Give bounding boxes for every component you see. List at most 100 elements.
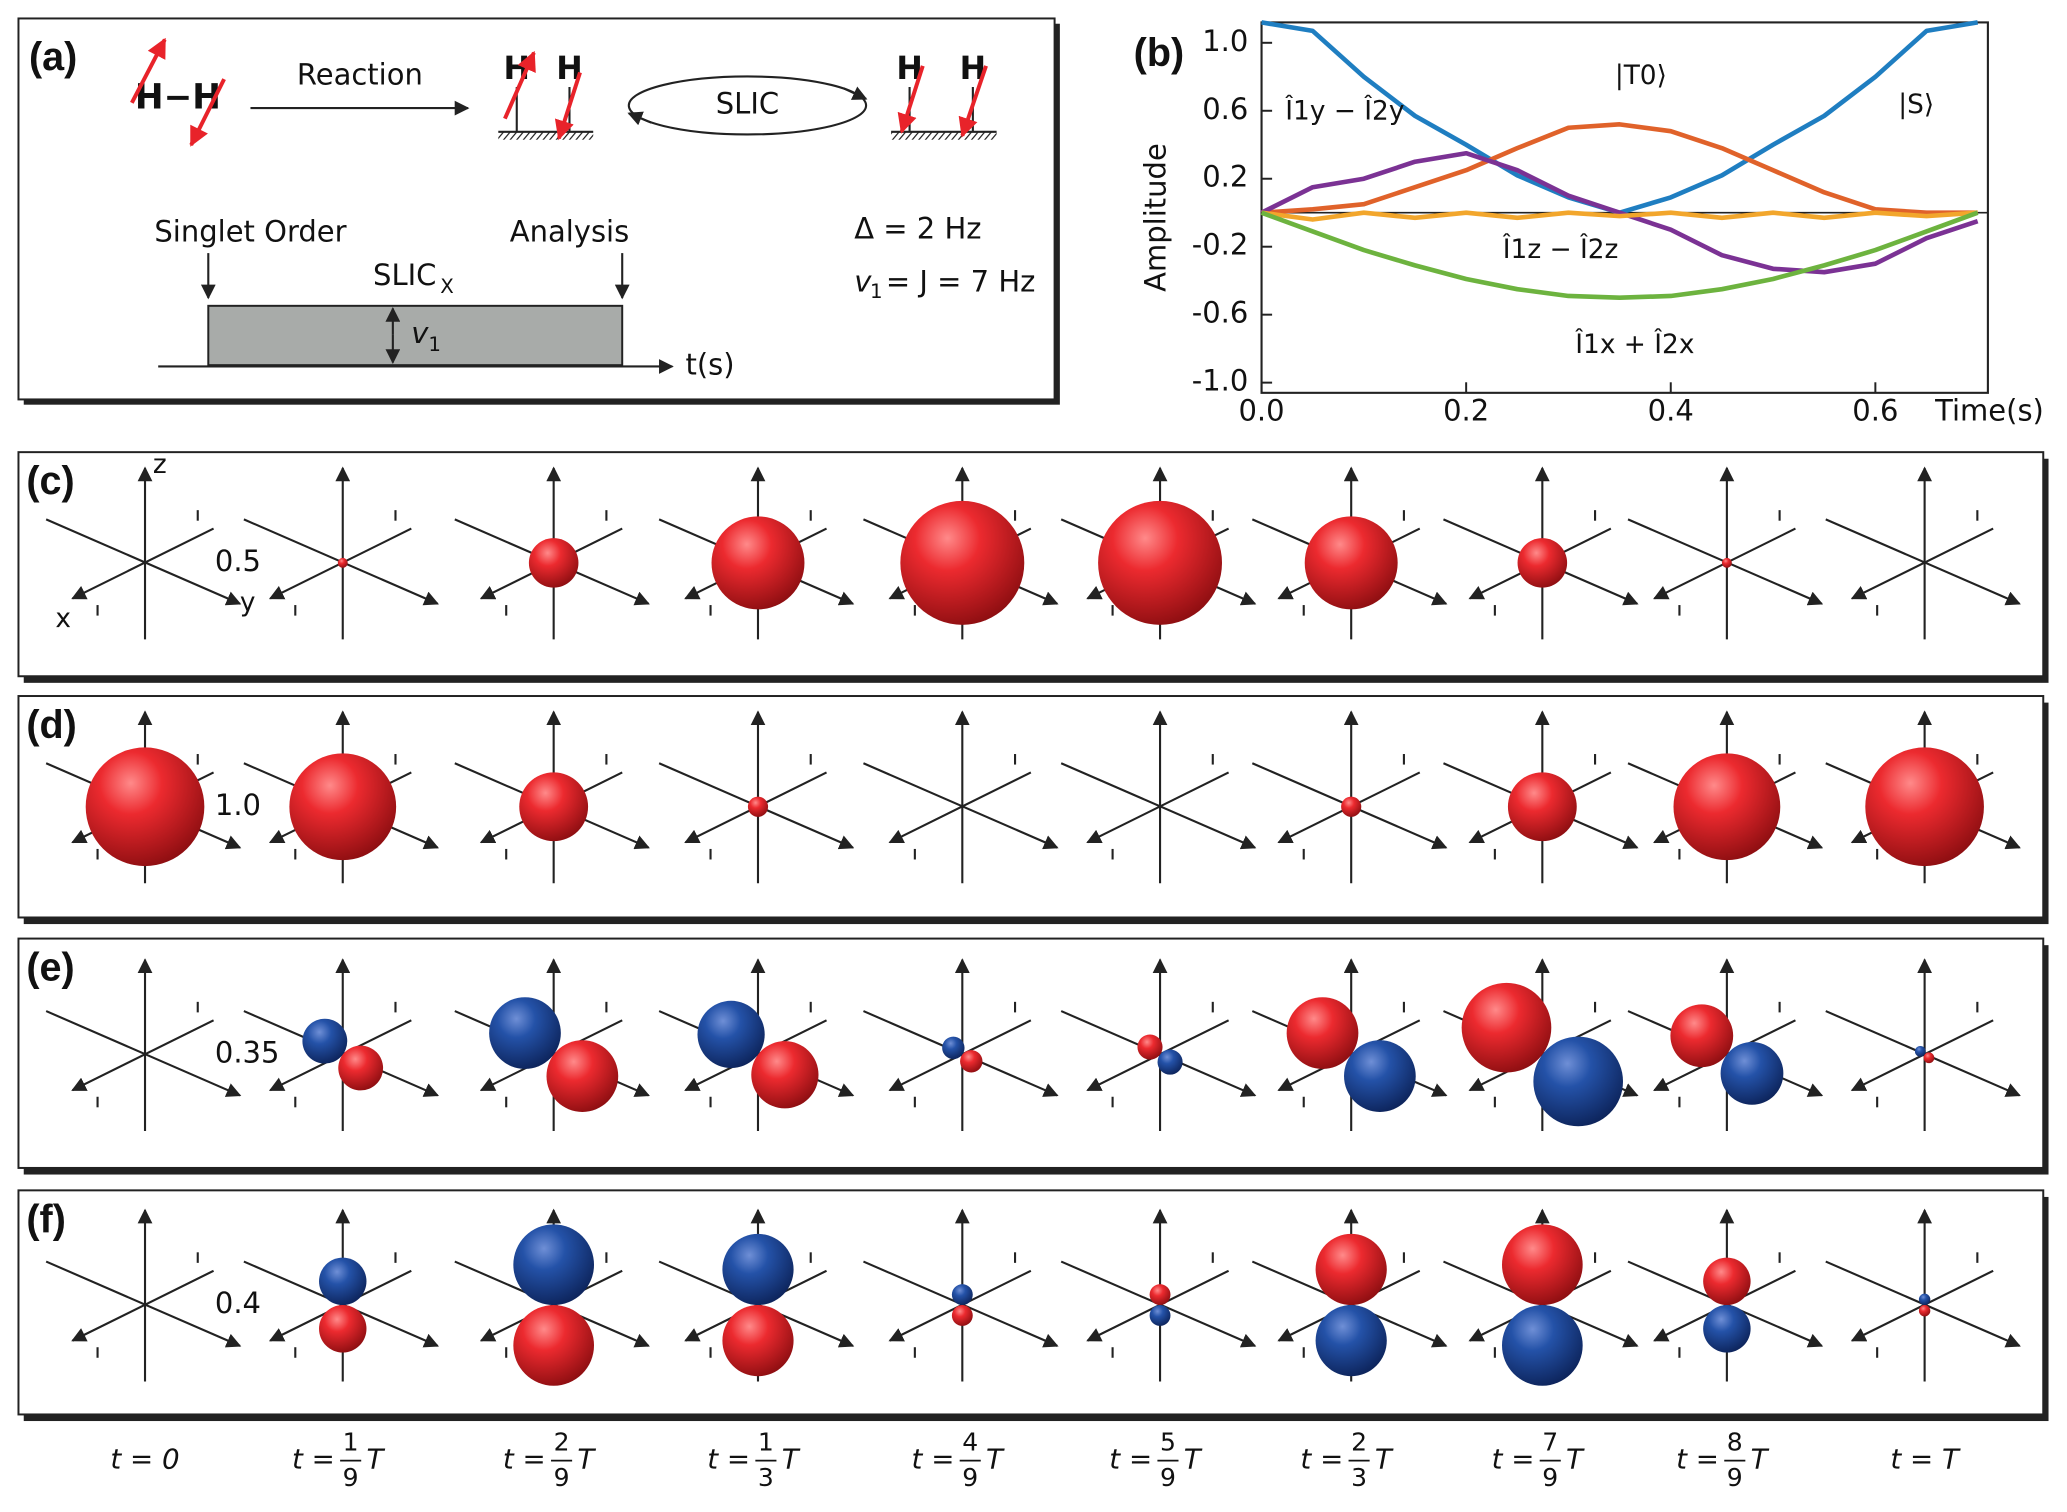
time-axis-label: t(s) bbox=[685, 347, 734, 381]
sphere bbox=[528, 538, 579, 588]
time-label: t = 0 bbox=[110, 1443, 179, 1476]
time-prefix: t = bbox=[1109, 1443, 1152, 1476]
nu1-subscript: 1 bbox=[870, 280, 883, 303]
fraction-numerator: 2 bbox=[554, 1427, 570, 1456]
y-axis-label: Amplitude bbox=[1138, 143, 1172, 292]
nu1: v bbox=[854, 264, 872, 298]
sphere bbox=[1865, 747, 1984, 867]
adsorbed-pair: H H bbox=[891, 51, 997, 140]
time-label: t = T bbox=[1890, 1443, 1961, 1476]
cycle bbox=[627, 75, 868, 136]
sphere bbox=[951, 1284, 973, 1306]
sphere bbox=[1315, 1233, 1387, 1306]
axis bbox=[45, 1260, 242, 1348]
sphere bbox=[1344, 1040, 1416, 1112]
sphere bbox=[1461, 982, 1552, 1073]
axis bbox=[71, 527, 215, 600]
series-label: Î1z − Î2z bbox=[1502, 233, 1619, 265]
reaction-label: Reaction bbox=[297, 57, 423, 91]
panel-b: (b) Amplitude Time(s) 1.0 0.6 0.2 -0.2 -0.6 -… bbox=[1134, 20, 2044, 428]
fraction-denominator: 9 bbox=[554, 1463, 570, 1492]
sphere bbox=[942, 1036, 965, 1060]
time-prefix: t = bbox=[1300, 1443, 1343, 1476]
spin-arrow bbox=[189, 78, 226, 147]
sphere bbox=[1533, 1036, 1624, 1127]
sphere bbox=[319, 1305, 367, 1353]
fraction-denominator: 3 bbox=[758, 1463, 774, 1492]
panel-label: (b) bbox=[1134, 31, 1184, 75]
series-label: |T0⟩ bbox=[1615, 61, 1667, 91]
axis bbox=[45, 518, 242, 606]
sphere bbox=[319, 1257, 367, 1306]
y-tick-label: -0.6 bbox=[1192, 296, 1249, 330]
sphere bbox=[1923, 1052, 1935, 1064]
sphere bbox=[85, 747, 205, 867]
x-tick-label: 0.6 bbox=[1852, 394, 1898, 428]
fraction-numerator: 4 bbox=[962, 1427, 978, 1456]
sphere bbox=[1703, 1257, 1751, 1306]
series-label: |S⟩ bbox=[1898, 90, 1934, 120]
x-tick-label: 0.2 bbox=[1443, 394, 1489, 428]
sphere bbox=[1286, 997, 1359, 1069]
time-prefix: t = bbox=[1492, 1443, 1535, 1476]
sphere bbox=[302, 1018, 348, 1064]
sphere bbox=[1149, 1284, 1171, 1306]
time-suffix: T bbox=[1375, 1443, 1394, 1476]
panel-label: (a) bbox=[29, 35, 77, 79]
y-tick-label: 0.2 bbox=[1202, 160, 1248, 194]
axis bbox=[1850, 527, 1994, 600]
sphere bbox=[1149, 1305, 1171, 1326]
delta: Δ = 2 Hz bbox=[854, 212, 981, 246]
fraction-numerator: 2 bbox=[1351, 1427, 1367, 1456]
panel-label: (c) bbox=[26, 459, 74, 503]
fraction-denominator: 9 bbox=[1542, 1463, 1558, 1492]
fraction-numerator: 1 bbox=[758, 1427, 774, 1456]
sphere bbox=[1914, 1045, 1926, 1057]
x-tick-label: 0.0 bbox=[1238, 394, 1284, 428]
y-tick-label: 1.0 bbox=[1202, 24, 1248, 58]
sphere bbox=[1721, 557, 1732, 568]
time-prefix: t = bbox=[912, 1443, 955, 1476]
sphere bbox=[519, 772, 589, 842]
sphere bbox=[1501, 1305, 1583, 1386]
series-line bbox=[1261, 210, 1978, 222]
time-prefix: t = bbox=[1676, 1443, 1719, 1476]
sphere bbox=[722, 1305, 794, 1377]
axis bbox=[71, 1269, 215, 1342]
series-line bbox=[1261, 122, 1978, 216]
scale-label: 0.5 bbox=[215, 544, 261, 578]
sphere bbox=[338, 1045, 384, 1091]
analysis: Analysis bbox=[510, 214, 629, 248]
sphere bbox=[751, 1041, 819, 1109]
series-label: Î1y − Î2y bbox=[1284, 95, 1404, 127]
axis-label: x bbox=[55, 604, 71, 634]
pulse-subscript: X bbox=[440, 275, 454, 298]
axis-label: y bbox=[240, 588, 256, 618]
sphere bbox=[1720, 1042, 1784, 1105]
time-suffix: T bbox=[1566, 1443, 1585, 1476]
fraction-denominator: 9 bbox=[1160, 1463, 1176, 1492]
time-suffix: T bbox=[986, 1443, 1005, 1476]
adsorbed-pair: H H bbox=[498, 51, 594, 141]
sphere bbox=[513, 1305, 595, 1386]
panel-label: (f) bbox=[26, 1197, 66, 1241]
scale-label: 1.0 bbox=[215, 788, 261, 822]
fraction-numerator: 7 bbox=[1542, 1427, 1558, 1456]
sphere bbox=[711, 516, 805, 610]
time-suffix: T bbox=[1751, 1443, 1770, 1476]
sphere bbox=[337, 557, 348, 568]
pulse-block bbox=[207, 304, 624, 367]
panel-label: (d) bbox=[26, 703, 76, 747]
sphere bbox=[1918, 1305, 1931, 1317]
time-prefix: t = bbox=[707, 1443, 750, 1476]
sphere bbox=[1703, 1305, 1751, 1353]
sphere bbox=[489, 997, 561, 1069]
series-label: Î1x + Î2x bbox=[1574, 328, 1694, 360]
y-tick-label: -1.0 bbox=[1192, 364, 1249, 398]
sphere bbox=[960, 1050, 983, 1073]
axis bbox=[71, 1019, 215, 1092]
time-suffix: T bbox=[366, 1443, 385, 1476]
series-line bbox=[1260, 210, 1979, 300]
time-prefix: t = bbox=[292, 1443, 335, 1476]
scale-label: 0.35 bbox=[215, 1036, 280, 1070]
